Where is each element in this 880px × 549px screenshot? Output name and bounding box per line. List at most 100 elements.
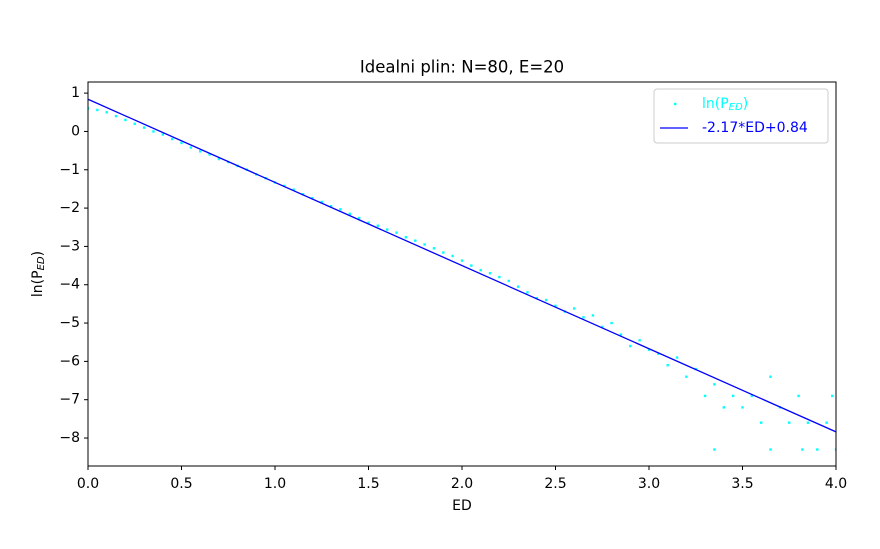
- scatter-point: [788, 421, 791, 424]
- scatter-point: [124, 118, 127, 122]
- scatter-point: [311, 196, 314, 200]
- scatter-point: [619, 333, 623, 336]
- scatter-point: [544, 298, 548, 302]
- scatter-point: [582, 316, 585, 319]
- scatter-point: [591, 314, 595, 317]
- scatter-point: [526, 291, 529, 294]
- scatter-point: [105, 111, 108, 114]
- axes-frame: [87, 81, 837, 467]
- scatter-point: [339, 208, 342, 211]
- y-tick-label: −4: [59, 277, 80, 293]
- scatter-point: [114, 114, 118, 118]
- scatter-point: [806, 421, 810, 424]
- scatter-point: [750, 394, 754, 398]
- scatter-point: [395, 231, 398, 234]
- scatter-point: [348, 212, 351, 216]
- scatter-point: [451, 254, 454, 258]
- scatter-point: [442, 251, 445, 254]
- scatter-point: [161, 133, 164, 136]
- scatter-point: [731, 394, 735, 398]
- scatter-point: [825, 421, 828, 424]
- scatter-point: [657, 352, 660, 355]
- x-tick-label: 1.5: [357, 476, 379, 492]
- scatter-point: [189, 146, 193, 149]
- legend-label: ln(PED): [702, 96, 748, 113]
- chart-title: Idealni plin: N=80, E=20: [360, 58, 564, 77]
- plot-area: [88, 98, 836, 451]
- y-tick-label: −2: [59, 200, 80, 216]
- scatter-point: [760, 421, 763, 424]
- scatter-point: [831, 394, 834, 398]
- scatter-point: [142, 126, 146, 129]
- scatter-point: [133, 122, 136, 125]
- y-tick-label: −8: [59, 430, 80, 446]
- y-tick-label: 1: [71, 85, 80, 101]
- scatter-point: [769, 375, 772, 378]
- y-tick-label: 0: [71, 123, 80, 139]
- scatter-point: [722, 406, 725, 409]
- scatter-point: [703, 394, 707, 398]
- scatter-point: [498, 275, 501, 279]
- scatter-point: [329, 204, 333, 208]
- scatter-point: [801, 448, 804, 451]
- x-tick-label: 2.0: [451, 476, 473, 492]
- scatter-point: [320, 200, 323, 204]
- x-tick-label: 1.0: [264, 476, 286, 492]
- scatter-point: [769, 448, 772, 451]
- scatter-point: [573, 307, 576, 310]
- x-tick-label: 3.0: [638, 476, 660, 492]
- legend-marker: [674, 102, 677, 106]
- x-tick-label: 2.5: [544, 476, 566, 492]
- scatter-point: [376, 224, 380, 227]
- scatter-point: [88, 107, 90, 110]
- fit-line: [88, 98, 836, 433]
- y-tick-label: −6: [59, 353, 80, 369]
- scatter-point: [180, 141, 183, 145]
- scatter-point: [507, 279, 510, 283]
- scatter-point: [152, 130, 155, 133]
- scatter-point: [601, 325, 604, 329]
- scatter-point: [470, 264, 473, 267]
- scatter-point: [414, 239, 417, 242]
- scatter-point: [367, 221, 370, 224]
- x-tick-label: 0.5: [170, 476, 192, 492]
- legend-label: -2.17*ED+0.84: [702, 120, 808, 136]
- legend-box: [653, 88, 829, 144]
- x-tick-label: 0.0: [77, 476, 99, 492]
- x-tick-label: 4.0: [825, 476, 847, 492]
- scatter-point: [432, 247, 436, 250]
- scatter-point: [638, 339, 641, 342]
- scatter-point: [647, 348, 651, 352]
- scatter-point: [357, 216, 361, 220]
- scatter-point: [713, 448, 716, 451]
- y-tick-label: −7: [59, 392, 80, 408]
- scatter-point: [816, 448, 819, 451]
- scatter-point: [797, 394, 800, 398]
- scatter-point: [170, 137, 174, 141]
- y-tick-label: −5: [59, 315, 80, 331]
- y-tick-label: −1: [59, 162, 80, 178]
- scatter-point: [554, 304, 557, 308]
- scatter-point: [685, 375, 688, 378]
- y-tick-label: −3: [59, 238, 80, 254]
- scatter-point: [199, 150, 202, 153]
- scatter-point: [713, 383, 716, 386]
- scatter-point: [208, 153, 211, 156]
- scatter-point: [741, 406, 744, 409]
- x-axis-label: ED: [452, 498, 472, 514]
- scatter-point: [423, 243, 426, 246]
- scatter-point: [834, 448, 836, 451]
- x-tick-label: 3.5: [731, 476, 753, 492]
- scatter-point: [96, 108, 99, 112]
- scatter-point: [516, 285, 520, 288]
- scatter-point: [610, 321, 613, 325]
- scatter-point: [629, 344, 632, 348]
- scatter-point: [479, 268, 482, 272]
- scatter-point: [666, 364, 669, 367]
- scatter-point: [460, 259, 464, 262]
- y-axis-label: ln(PED): [30, 251, 47, 297]
- scatter-point: [217, 157, 221, 161]
- scatter-point: [386, 228, 389, 231]
